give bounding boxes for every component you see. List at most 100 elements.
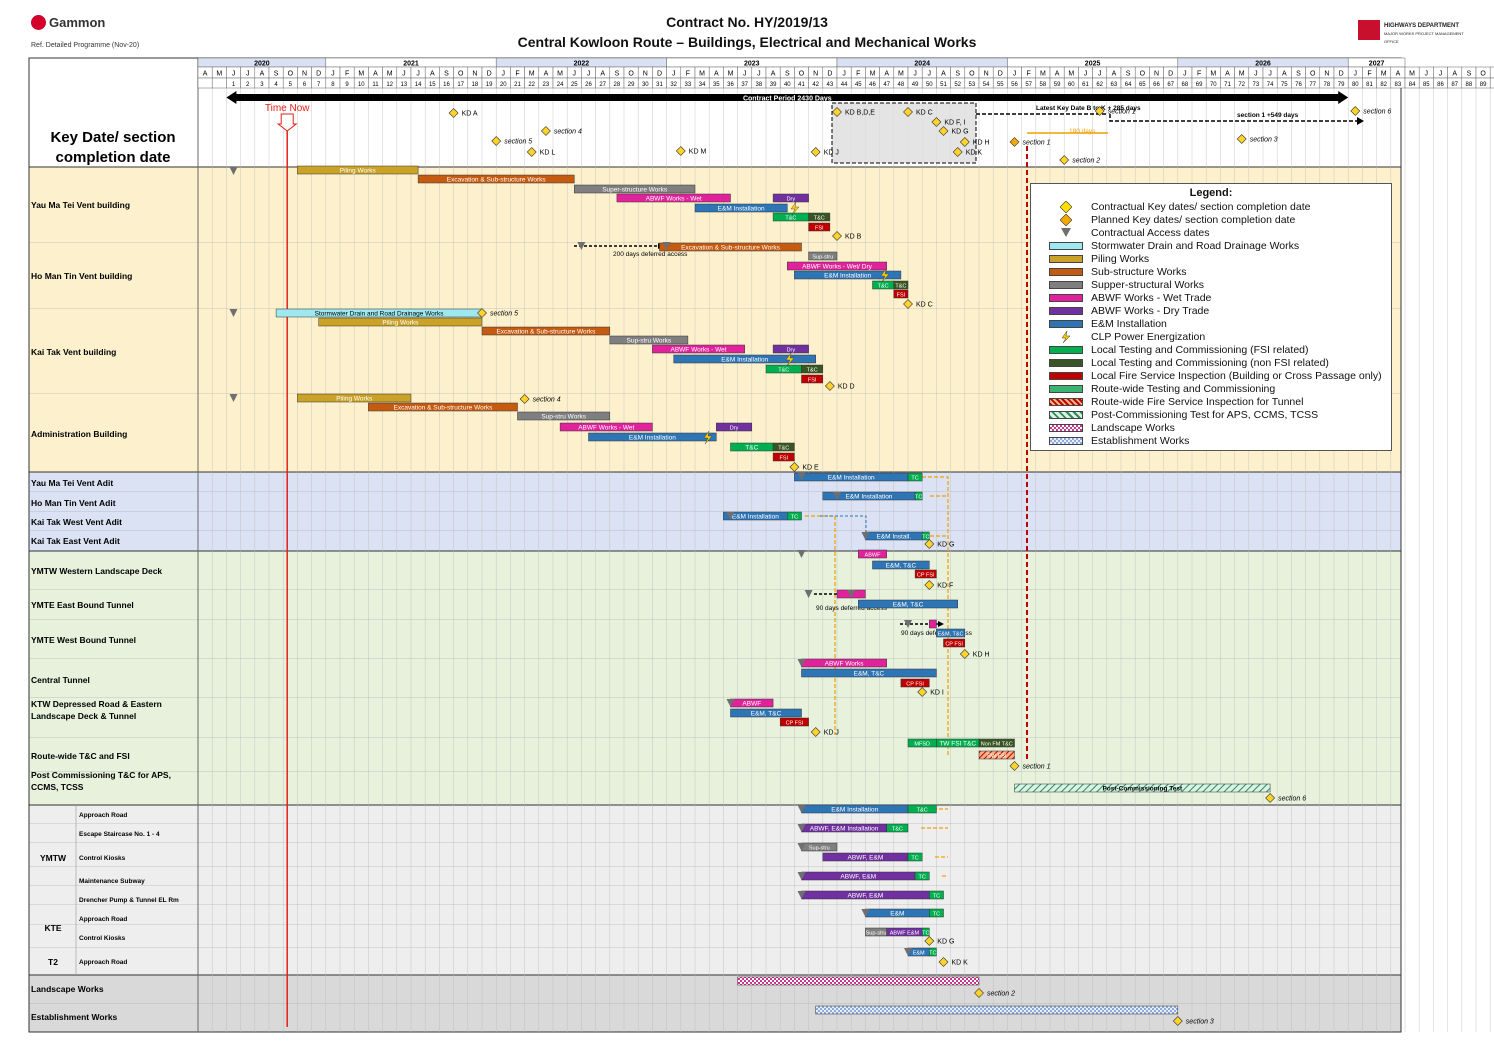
task-bar [872,560,930,570]
month-label: A [1282,71,1287,78]
legend-label: ABWF Works - Dry Trade [1091,304,1210,317]
task-bar [616,193,731,203]
access-date-icon [804,590,813,598]
row-label: Central Tunnel [31,675,90,685]
diamond-icon [1049,200,1083,213]
key-date-diamond [526,147,537,157]
highways-logo-text: HIGHWAYS DEPARTMENT MAJOR WORKS PROJECT M… [1384,23,1464,44]
month-label: F [686,71,690,78]
key-date-heading: Key Date/ section [50,129,175,146]
legend-label: Stormwater Drain and Road Drainage Works [1091,239,1300,252]
legend-swatch [1049,241,1083,250]
month-number: 84 [1409,82,1416,88]
month-number: 11 [372,82,379,88]
task-bar [368,402,518,412]
month-label: M [387,71,393,78]
key-date-diamond [824,381,835,391]
task-bar-label: Post-Commissioning Test [1102,785,1183,792]
key-date-label: section 6 [1363,109,1391,116]
key-date-label: KD L [540,150,556,157]
key-date-label: section 1 [1023,140,1051,147]
month-label: M [557,71,563,78]
access-date-icon [797,824,806,832]
month-number: 85 [1423,82,1430,88]
month-label: M [216,71,222,78]
month-number: 16 [443,82,450,88]
key-date-label: section 3 [1186,1019,1214,1026]
task-bar-label: TW FSI T&C [939,740,976,747]
task-bar [659,242,802,252]
task-bar [815,1005,1179,1015]
task-bar-label: TC [915,494,922,500]
task-bar-label: E&M Installation [824,272,871,279]
time-now-label: Time Now [265,103,310,114]
month-label: M [1210,71,1216,78]
task-bar-label: E&M Installation [831,806,878,813]
task-bar [779,717,809,727]
access-date-icon [797,472,806,480]
access-date-icon [797,872,806,880]
access-date-icon [904,620,912,628]
key-date-diamond [974,988,984,998]
month-label: M [529,71,535,78]
task-bar [921,531,930,541]
task-bar-label: E&M Install. [876,533,911,540]
legend-item: Local Testing and Commissioning (non FSI… [1049,356,1329,369]
sub-item-label: Approach Road [79,916,127,923]
legend-swatch [1049,436,1083,445]
task-bar [893,289,909,299]
annotation-text: 200 days deferred access [613,251,688,258]
month-label: J [573,71,577,78]
row-label: Yau Ma Tei Vent building [31,200,130,210]
month-number: 54 [983,82,990,88]
key-date-label: section 4 [533,397,561,404]
month-number: 80 [1352,82,1359,88]
month-label: A [1055,71,1060,78]
month-number: 79 [1338,82,1345,88]
task-bar-label: ABWF, E&M [848,854,884,861]
task-bar-label: Piling Works [336,395,373,402]
task-bar-label: ABWF Works - Wet/ Dry [802,263,873,270]
key-date-label: KD K [966,150,983,157]
month-label: M [1068,71,1074,78]
month-label: J [246,71,250,78]
month-label: M [1409,71,1415,78]
task-bar-label: ABWF, E&M [840,873,876,880]
project-title: Central Kowloon Route – Buildings, Elect… [517,34,977,50]
task-bar [907,804,937,814]
legend-item: CLP Power Energization [1049,330,1205,343]
month-number: 19 [486,82,493,88]
month-label: F [1367,71,1371,78]
access-date-icon [797,843,806,851]
row-label: Ho Man Tin Vent Adit [31,498,116,508]
month-label: F [1197,71,1201,78]
key-date-box [831,102,977,164]
task-bar-label: T&C [807,367,818,373]
row-labels: Yau Ma Tei Vent building Ho Man Tin Vent … [31,200,179,1022]
month-number: 1 [232,82,236,88]
month-number: 83 [1395,82,1402,88]
task-bar [297,393,412,403]
task-bar-label: Dry [787,347,796,353]
task-bar-label: TC [791,514,798,520]
month-number: 21 [514,82,521,88]
month-label: J [1013,71,1017,78]
month-label: O [628,71,634,78]
task-bar [588,432,717,442]
month-number: 24 [557,82,564,88]
month-label: S [1296,71,1301,78]
month-label: N [643,71,648,78]
task-bar [808,251,838,261]
month-number: 66 [1153,82,1160,88]
annotation-text: section 1 +549 days [1237,112,1299,119]
contract-period-bar [232,94,1343,101]
month-label: J [402,71,406,78]
month-number: 64 [1125,82,1132,88]
task-bar [787,261,887,271]
key-date-diamond [1009,137,1020,147]
month-number: 51 [940,82,947,88]
month-number: 71 [1224,82,1231,88]
annotation-text: 90 days deferred access [816,605,888,612]
